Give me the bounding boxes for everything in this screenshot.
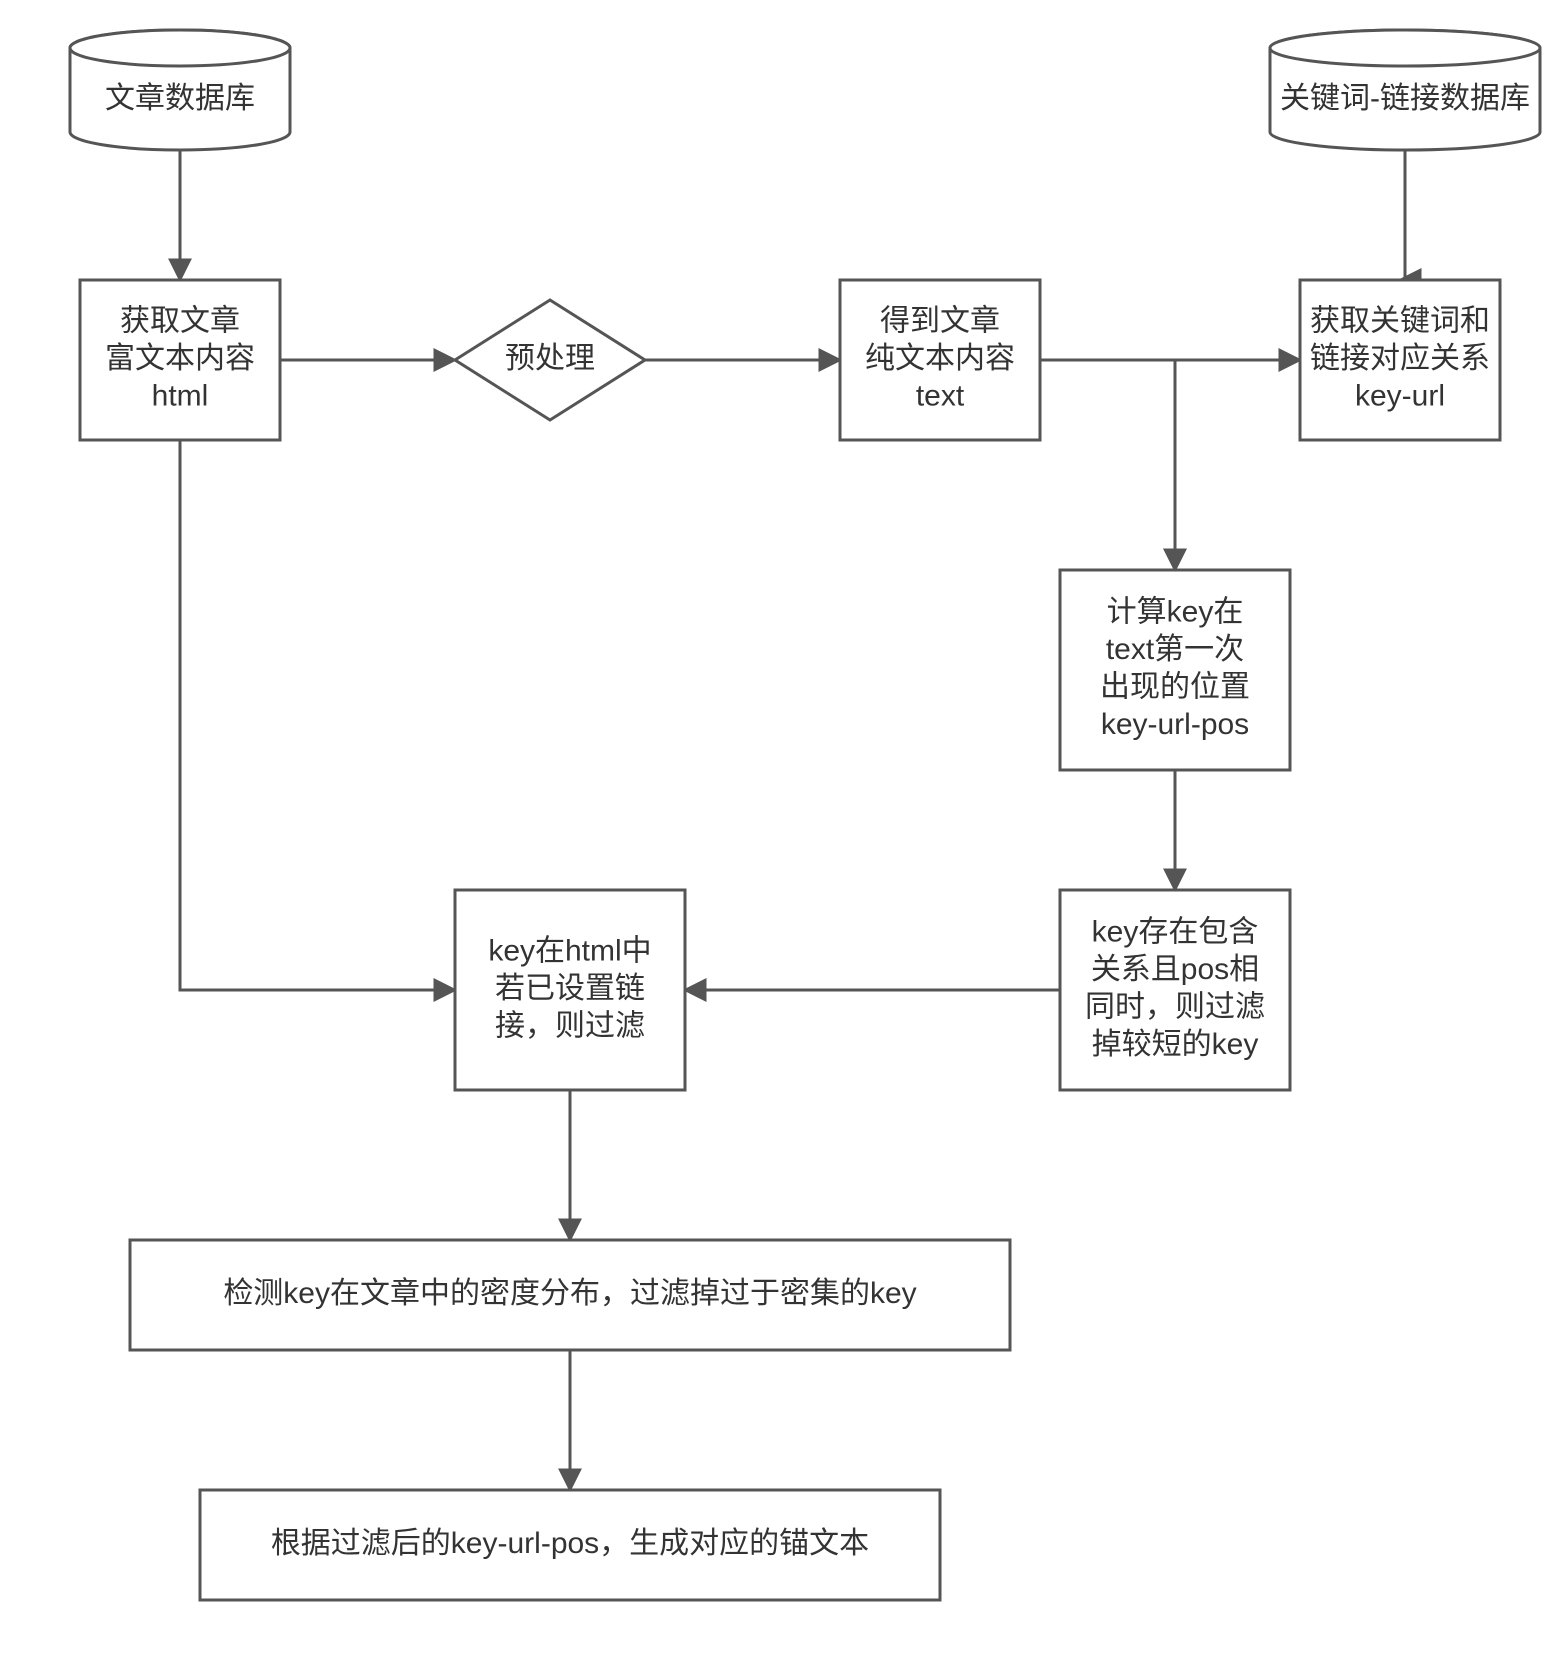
node-n7: 检测key在文章中的密度分布，过滤掉过于密集的key (130, 1240, 1010, 1350)
edge-db2-to-n3 (1400, 150, 1405, 280)
node-n2-label-2: text (916, 379, 965, 412)
node-n5-label-1: 关系且pos相 (1091, 953, 1259, 986)
edge-n2-to-n4 (1040, 360, 1175, 570)
node-n5: key存在包含关系且pos相同时，则过滤掉较短的key (1060, 890, 1290, 1090)
node-n5-label-2: 同时，则过滤 (1085, 991, 1265, 1024)
node-n6-label-1: 若已设置链 (495, 972, 645, 1005)
node-n4-label-2: 出现的位置 (1100, 671, 1250, 704)
node-d1-label-0: 预处理 (505, 342, 595, 375)
node-n4-label-1: text第一次 (1106, 633, 1244, 666)
node-db2: 关键词-链接数据库 (1270, 30, 1540, 150)
node-n5-label-0: key存在包含 (1092, 916, 1259, 949)
node-n3: 获取关键词和链接对应关系 key-url (1300, 280, 1500, 440)
edge-n3-to-n4 (1175, 360, 1300, 570)
node-n2-label-1: 纯文本内容 (865, 342, 1015, 375)
node-n3-label-1: 链接对应关系 (1310, 342, 1490, 375)
node-n6-label-2: 接，则过滤 (495, 1009, 645, 1042)
node-n8: 根据过滤后的key-url-pos，生成对应的锚文本 (200, 1490, 940, 1600)
node-n4-label-0: 计算key在 (1107, 596, 1244, 629)
node-n4: 计算key在 text第一次出现的位置 key-url-pos (1060, 570, 1290, 770)
node-db2-label-0: 关键词-链接数据库 (1280, 82, 1530, 115)
node-n2: 得到文章纯文本内容 text (840, 280, 1040, 440)
node-n1-label-2: html (152, 379, 209, 412)
node-n5-label-3: 掉较短的key (1092, 1028, 1259, 1061)
edge-n1-to-n6 (180, 440, 455, 990)
node-n6: key在html中若已设置链接，则过滤 (455, 890, 685, 1090)
flowchart-canvas: 文章数据库 关键词-链接数据库获取文章富文本内容 html 预处理 得到文章纯文本内容 t… (0, 0, 1563, 1667)
node-n3-label-0: 获取关键词和 (1310, 304, 1490, 337)
node-n1: 获取文章富文本内容 html (80, 280, 280, 440)
node-n4-label-3: key-url-pos (1101, 708, 1249, 741)
node-n1-label-0: 获取文章 (120, 304, 240, 337)
node-n1-label-1: 富文本内容 (105, 342, 255, 375)
node-n8-label-0: 根据过滤后的key-url-pos，生成对应的锚文本 (271, 1527, 869, 1560)
node-db1-label-0: 文章数据库 (105, 82, 255, 115)
node-d1: 预处理 (455, 300, 645, 420)
node-n2-label-0: 得到文章 (880, 304, 1000, 337)
node-n7-label-0: 检测key在文章中的密度分布，过滤掉过于密集的key (223, 1277, 916, 1310)
node-n3-label-2: key-url (1355, 379, 1445, 412)
node-n6-label-0: key在html中 (488, 934, 651, 967)
node-db1: 文章数据库 (70, 30, 290, 150)
